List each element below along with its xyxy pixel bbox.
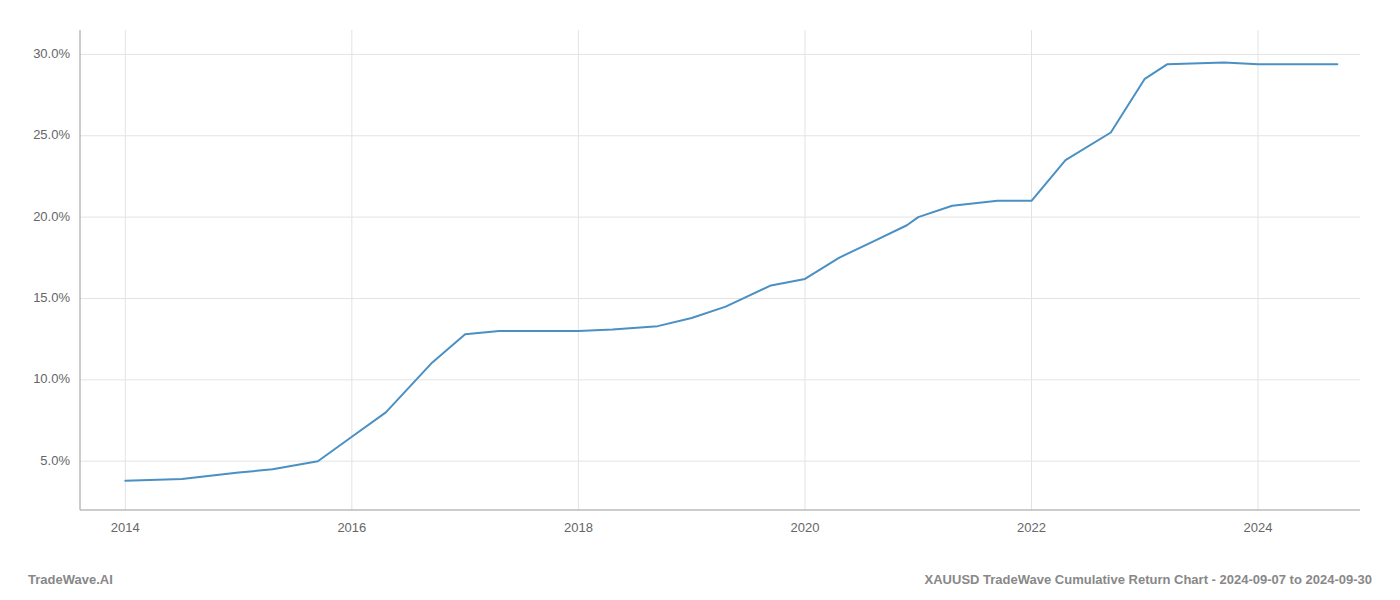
- x-tick-label: 2024: [1244, 520, 1273, 535]
- chart-title: XAUUSD TradeWave Cumulative Return Chart…: [925, 572, 1372, 587]
- x-grid-line: [578, 30, 579, 510]
- x-tick-label: 2020: [790, 520, 819, 535]
- footer-annotation: TradeWave.AI: [28, 572, 113, 587]
- y-tick-label: 25.0%: [33, 127, 70, 142]
- y-axis-line: [80, 30, 81, 510]
- y-tick-label: 10.0%: [33, 371, 70, 386]
- y-grid-line: [80, 298, 1360, 299]
- texts: 2014 2016 2018 2020 2022 2024 5.0% 10.0% 15.0% 20…: [28, 46, 1372, 587]
- chart-svg: 2014 2016 2018 2020 2022 2024 5.0% 10.0% 15.0% 20…: [0, 0, 1400, 600]
- x-tick-label: 2014: [111, 520, 140, 535]
- x-grid-line: [1258, 30, 1259, 510]
- chart-container: 2014 2016 2018 2020 2022 2024 5.0% 10.0% 15.0% 20…: [0, 0, 1400, 600]
- x-tick-label: 2016: [337, 520, 366, 535]
- x-tick-label: 2022: [1017, 520, 1046, 535]
- y-tick-label: 30.0%: [33, 46, 70, 61]
- y-tick-label: 20.0%: [33, 209, 70, 224]
- x-tick-label: 2018: [564, 520, 593, 535]
- plot-area: [125, 63, 1337, 481]
- y-tick-label: 5.0%: [40, 453, 70, 468]
- y-tick-label: 15.0%: [33, 290, 70, 305]
- x-grid-line: [125, 30, 126, 510]
- y-grid-line: [80, 217, 1360, 218]
- y-grid-line: [80, 379, 1360, 380]
- x-axis-line: [80, 510, 1360, 511]
- x-grid-line: [1031, 30, 1032, 510]
- line-series: [125, 63, 1337, 481]
- grid: [80, 30, 1360, 510]
- axes: [80, 30, 1360, 510]
- y-grid-line: [80, 461, 1360, 462]
- y-grid-line: [80, 54, 1360, 55]
- x-grid-line: [804, 30, 805, 510]
- y-grid-line: [80, 135, 1360, 136]
